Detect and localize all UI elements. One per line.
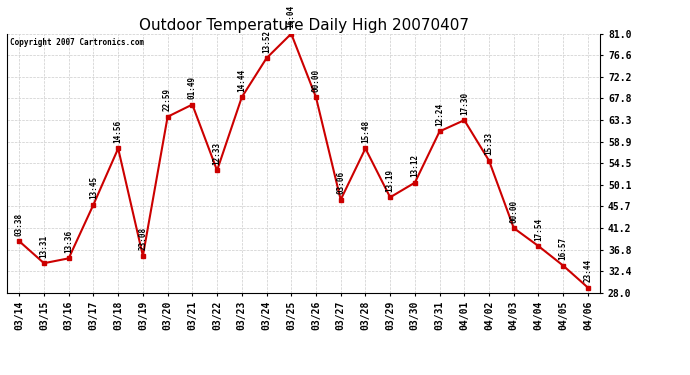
Text: 00:00: 00:00	[509, 200, 518, 222]
Text: 13:36: 13:36	[64, 230, 73, 253]
Text: 15:33: 15:33	[484, 132, 493, 155]
Text: 13:19: 13:19	[386, 169, 395, 192]
Text: 03:06: 03:06	[336, 171, 345, 194]
Text: 17:30: 17:30	[460, 92, 469, 115]
Text: 16:04: 16:04	[287, 5, 296, 28]
Text: 03:38: 03:38	[14, 213, 23, 236]
Text: 01:49: 01:49	[188, 76, 197, 99]
Text: 13:52: 13:52	[262, 30, 271, 52]
Text: 13:12: 13:12	[411, 154, 420, 177]
Text: 14:56: 14:56	[114, 120, 123, 143]
Text: 22:59: 22:59	[163, 88, 172, 111]
Text: Copyright 2007 Cartronics.com: Copyright 2007 Cartronics.com	[10, 38, 144, 46]
Text: 23:08: 23:08	[139, 227, 148, 251]
Text: 13:31: 13:31	[39, 234, 48, 258]
Text: 16:57: 16:57	[559, 237, 568, 260]
Text: 12:24: 12:24	[435, 103, 444, 126]
Title: Outdoor Temperature Daily High 20070407: Outdoor Temperature Daily High 20070407	[139, 18, 469, 33]
Text: 12:33: 12:33	[213, 142, 221, 165]
Text: 15:48: 15:48	[361, 120, 370, 143]
Text: 23:44: 23:44	[584, 259, 593, 282]
Text: 00:00: 00:00	[311, 69, 320, 92]
Text: 17:54: 17:54	[534, 217, 543, 241]
Text: 13:45: 13:45	[89, 176, 98, 199]
Text: 14:44: 14:44	[237, 69, 246, 92]
